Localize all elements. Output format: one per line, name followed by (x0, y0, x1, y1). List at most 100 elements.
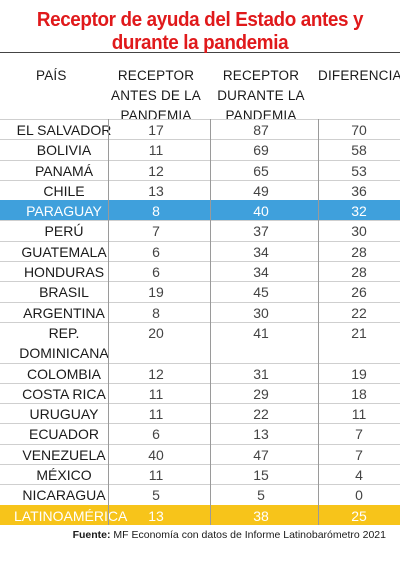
value-durante: 47 (253, 446, 269, 463)
country-name: NICARAGUA (22, 487, 106, 504)
source-text: MF Economía con datos de Informe Latinob… (113, 528, 386, 541)
value-antes: 8 (152, 203, 160, 220)
column-divider (108, 119, 109, 525)
value-antes: 8 (152, 304, 160, 321)
value-durante: 69 (253, 142, 269, 159)
value-durante: 49 (253, 182, 269, 199)
table-header: PAÍS RECEPTOR ANTES DE LA PANDEMIA RECEP… (0, 53, 400, 123)
country-name: CHILE (43, 182, 85, 199)
value-diferencia: 22 (351, 304, 367, 321)
table-row: ARGENTINA 8 30 22 (0, 301, 400, 322)
header-durante-line-2: DURANTE LA (217, 88, 305, 103)
value-diferencia: 7 (355, 446, 363, 463)
country-name: COSTA RICA (22, 385, 106, 402)
header-durante-line-1: RECEPTOR (222, 68, 300, 83)
source-note: Fuente: MF Economía con datos de Informe… (0, 529, 400, 541)
table-row: REP. DOMINICANA 20 41 21 (0, 321, 400, 363)
value-durante: 29 (253, 385, 269, 402)
value-antes: 20 (148, 324, 164, 341)
table-row: BOLIVIA 11 69 58 (0, 139, 400, 159)
table-row: PANAMÁ 12 65 53 (0, 159, 400, 180)
header-pais: PAÍS (36, 68, 67, 83)
country-name: BRASIL (39, 284, 89, 301)
country-name: EL SALVADOR (16, 122, 112, 138)
table-row: ECUADOR 6 13 7 (0, 423, 400, 443)
value-diferencia: 36 (351, 182, 367, 199)
country-name: PANAMÁ (34, 162, 94, 179)
value-antes: 7 (152, 223, 160, 240)
value-durante: 5 (257, 487, 265, 504)
header-antes: RECEPTOR ANTES DE LA PANDEMIA (108, 66, 204, 126)
value-antes: 11 (148, 385, 164, 402)
source-label: Fuente: (72, 528, 111, 541)
table-row: VENEZUELA 40 47 7 (0, 443, 400, 464)
value-antes: 6 (152, 264, 160, 281)
value-diferencia: 18 (351, 385, 367, 402)
value-antes: 13 (148, 507, 164, 524)
value-diferencia: 53 (351, 162, 367, 179)
table-row: COSTA RICA 11 29 18 (0, 382, 400, 403)
value-antes: 13 (148, 182, 164, 199)
value-diferencia: 25 (351, 507, 367, 524)
value-durante: 31 (253, 365, 269, 382)
table-row: BRASIL 19 45 26 (0, 281, 400, 301)
value-antes: 12 (148, 162, 164, 179)
value-antes: 11 (148, 142, 164, 159)
country-name: LATINOAMÉRICA (14, 507, 128, 524)
value-antes: 11 (148, 406, 164, 423)
value-diferencia: 26 (351, 284, 367, 301)
value-durante: 13 (253, 426, 269, 443)
value-antes: 40 (148, 446, 164, 463)
value-diferencia: 19 (351, 365, 367, 382)
value-durante: 45 (253, 284, 269, 301)
header-antes-line-1: RECEPTOR (117, 68, 195, 83)
value-durante: 41 (253, 324, 269, 341)
value-durante: 34 (253, 264, 269, 281)
table-row: GUATEMALA 6 34 28 (0, 240, 400, 261)
country-name-line: REP. (48, 324, 80, 341)
value-diferencia: 70 (351, 122, 367, 138)
value-durante: 22 (253, 406, 269, 423)
column-divider (210, 119, 211, 525)
country-name: URUGUAY (29, 406, 99, 423)
country-name: MÉXICO (36, 467, 92, 484)
value-diferencia: 21 (351, 324, 367, 341)
country-name: VENEZUELA (22, 446, 106, 463)
column-divider (318, 119, 319, 525)
value-diferencia: 4 (355, 467, 363, 484)
value-antes: 17 (148, 122, 164, 138)
table-row: URUGUAY 11 22 11 (0, 403, 400, 423)
value-antes: 12 (148, 365, 164, 382)
country-name: HONDURAS (23, 264, 105, 281)
page-title: Receptor de ayuda del Estado antes y dur… (36, 8, 364, 54)
header-diferencia: DIFERENCIA (318, 68, 400, 83)
table-row: PARAGUAY 8 40 32 (0, 200, 400, 221)
value-durante: 37 (253, 223, 269, 240)
value-antes: 6 (152, 426, 160, 443)
value-durante: 34 (253, 243, 269, 260)
value-durante: 65 (253, 162, 269, 179)
value-antes: 11 (148, 467, 164, 484)
table-row: PERÚ 7 37 30 (0, 220, 400, 240)
country-name: BOLIVIA (36, 142, 92, 159)
header-antes-line-2: ANTES DE LA (111, 88, 201, 103)
table-row: EL SALVADOR 17 87 70 (0, 119, 400, 139)
value-durante: 40 (253, 203, 269, 220)
header-top-divider (0, 52, 400, 53)
value-durante: 87 (253, 122, 269, 138)
country-name: PERÚ (44, 223, 84, 240)
country-name: REP. DOMINICANA (14, 323, 114, 363)
value-diferencia: 11 (351, 406, 367, 423)
header-durante: RECEPTOR DURANTE LA PANDEMIA (210, 66, 312, 126)
value-diferencia: 30 (351, 223, 367, 240)
country-name: ECUADOR (28, 426, 99, 443)
value-antes: 5 (152, 487, 160, 504)
country-name: PARAGUAY (26, 203, 102, 220)
value-diferencia: 7 (355, 426, 363, 443)
country-name-line: DOMINICANA (19, 344, 109, 361)
table-row: CHILE 13 49 36 (0, 179, 400, 200)
value-diferencia: 28 (351, 264, 367, 281)
table-row: HONDURAS 6 34 28 (0, 261, 400, 281)
country-name: ARGENTINA (23, 304, 105, 321)
value-durante: 15 (253, 467, 269, 484)
